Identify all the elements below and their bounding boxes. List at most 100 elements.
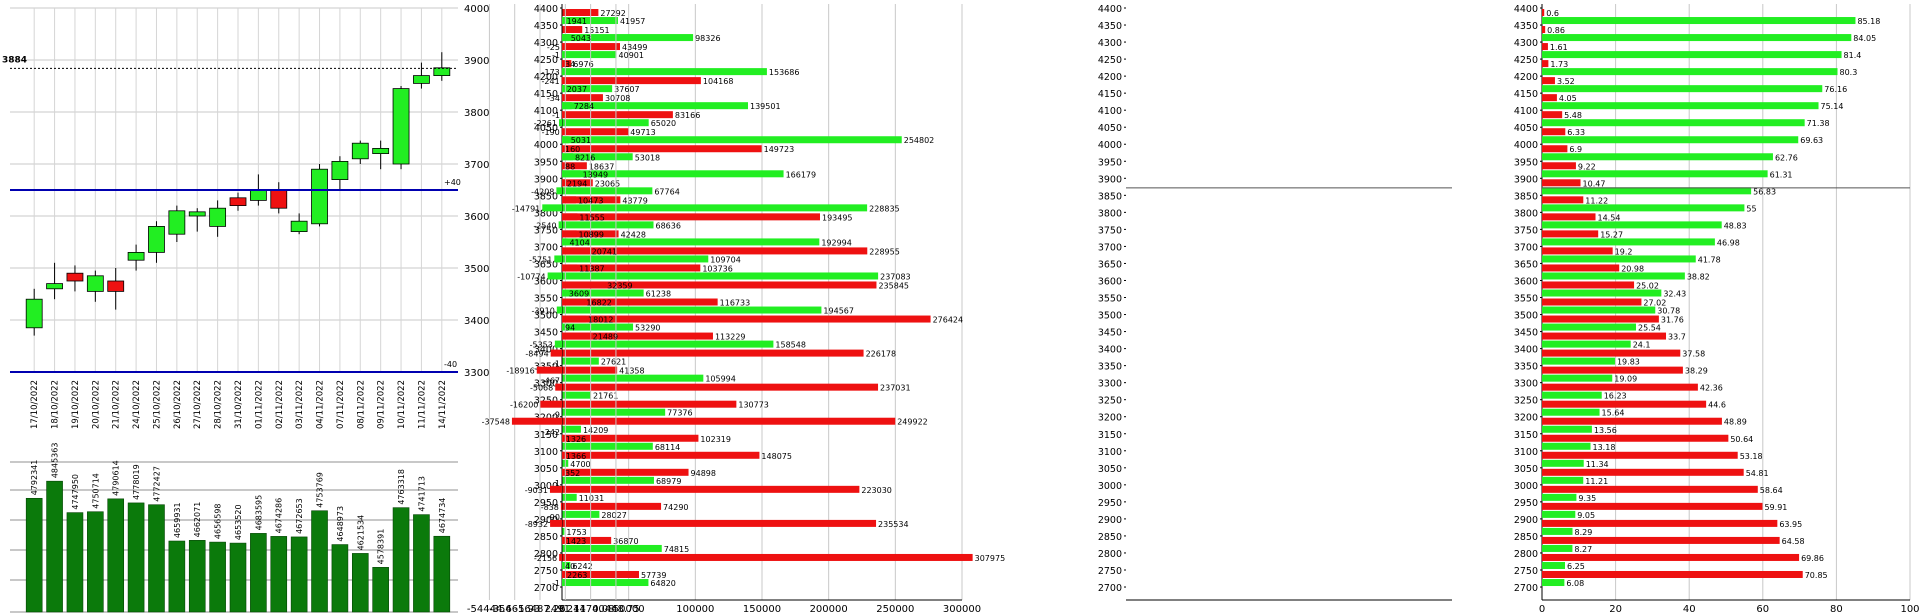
bar	[1542, 374, 1613, 382]
price-tick-label: 3600	[464, 212, 489, 223]
bar	[547, 272, 562, 280]
volume-label: 4662071	[193, 502, 202, 538]
bar-value-label: 25.54	[1638, 324, 1661, 333]
bar-value-label: 19.09	[1614, 375, 1637, 384]
x-tick-label: 100	[1900, 604, 1919, 615]
strike-label: 3750	[1098, 225, 1122, 236]
bar-value-label: 1941	[567, 17, 587, 26]
price-tick-label: 3400	[464, 316, 489, 327]
strike-label: 3500	[1514, 311, 1538, 322]
bar	[1542, 170, 1768, 178]
bar	[562, 332, 713, 340]
bar	[1542, 357, 1615, 365]
bar-value-label: 32359	[607, 281, 632, 290]
bar-value-label: 2194	[567, 179, 587, 188]
bar-value-label: 11387	[579, 264, 604, 273]
candle-body	[229, 197, 247, 207]
bar	[1542, 128, 1566, 136]
strike-label: 3100	[534, 447, 558, 458]
strike-label: 2950	[1514, 498, 1538, 509]
bar-value-label: -3910	[532, 307, 555, 316]
bar	[562, 553, 973, 561]
strike-label: 3900	[1098, 174, 1122, 185]
bar	[562, 527, 565, 535]
bar	[561, 111, 563, 119]
bar	[1542, 145, 1568, 153]
bar-value-label: 84.05	[1853, 34, 1876, 43]
bar-value-label: 28027	[601, 511, 626, 520]
bar	[562, 476, 654, 484]
bar	[562, 340, 774, 348]
bar-value-label: 31.76	[1661, 316, 1684, 325]
strike-label: 3300	[1514, 379, 1538, 390]
bar-value-label: 65020	[651, 119, 676, 128]
strike-label: 3100	[1514, 447, 1538, 458]
bar-value-label: -16200	[510, 401, 538, 410]
bar-value-label: 102319	[700, 435, 731, 444]
bar	[562, 502, 662, 510]
strike-label: 4100	[1098, 106, 1122, 117]
strike-label: 2800	[534, 549, 558, 560]
x-tick-label: -54444.6	[467, 604, 512, 615]
bar-value-label: 6.25	[1567, 562, 1585, 571]
bar	[559, 553, 562, 561]
bar	[562, 247, 590, 255]
bar-value-label: -467	[542, 377, 560, 386]
bar	[562, 264, 578, 272]
volume-label: 4672653	[295, 498, 304, 534]
x-tick-label: 40	[1683, 604, 1696, 615]
bar-value-label: 25.02	[1636, 281, 1659, 290]
bar-value-label: 1.61	[1550, 43, 1568, 52]
bar	[1542, 17, 1856, 25]
x-tick-label: -35465.93	[489, 604, 540, 615]
bar-value-label: 21489	[593, 333, 618, 342]
strike-label: 4150	[1098, 89, 1122, 100]
date-label: 20/10/2022	[91, 380, 101, 429]
strike-label: 2750	[1514, 566, 1538, 577]
bar-value-label: 149723	[764, 145, 795, 154]
strike-label: 2700	[1098, 583, 1122, 594]
bar	[562, 493, 577, 501]
bar-value-label: 6242	[572, 562, 592, 571]
bar-value-label: 6.08	[1566, 579, 1584, 588]
date-label: 07/11/2022	[336, 380, 346, 429]
bar	[562, 213, 820, 221]
bar	[1542, 493, 1577, 501]
bar-value-label: 58.64	[1760, 486, 1783, 495]
bar	[536, 366, 562, 374]
bar	[561, 128, 563, 136]
price-tick-label: 3500	[464, 264, 489, 275]
bar-value-label: 27292	[600, 9, 625, 18]
bar	[562, 17, 618, 25]
bar-value-label: 105994	[705, 375, 736, 384]
strike-label: 2850	[534, 532, 558, 543]
bar	[1542, 102, 1819, 110]
bar	[562, 170, 581, 178]
date-label: 10/11/2022	[397, 380, 407, 429]
strike-label: 3350	[1514, 362, 1538, 373]
volume-bar	[46, 480, 63, 613]
bar-value-label: 11.22	[1585, 196, 1608, 205]
bar	[562, 145, 762, 153]
bar	[1542, 60, 1549, 68]
bar	[1542, 468, 1744, 476]
bar	[1542, 553, 1800, 561]
date-label: 31/10/2022	[234, 380, 244, 429]
bar	[1542, 476, 1584, 484]
volume-label: 4741713	[417, 476, 426, 512]
bar	[562, 102, 749, 110]
bar	[562, 204, 868, 212]
bar-value-label: 1	[555, 479, 560, 488]
bar-value-label: 70.85	[1805, 571, 1828, 580]
bar	[562, 145, 563, 153]
candle-body	[107, 280, 125, 292]
bar	[561, 51, 563, 59]
bar	[1542, 408, 1600, 416]
bar-value-label: 32.43	[1663, 290, 1686, 299]
bar	[562, 408, 666, 416]
volume-bar	[87, 511, 104, 613]
candle-body	[188, 211, 206, 217]
bar-value-label: 1326	[566, 435, 586, 444]
bar	[1542, 51, 1842, 59]
bar-value-label: -37548	[482, 418, 510, 427]
